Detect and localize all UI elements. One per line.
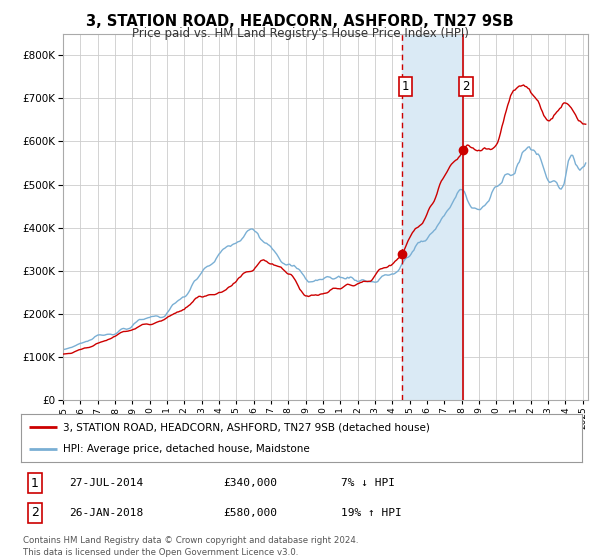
Text: 27-JUL-2014: 27-JUL-2014 <box>68 478 143 488</box>
Text: 3, STATION ROAD, HEADCORN, ASHFORD, TN27 9SB: 3, STATION ROAD, HEADCORN, ASHFORD, TN27… <box>86 14 514 29</box>
Text: 3, STATION ROAD, HEADCORN, ASHFORD, TN27 9SB (detached house): 3, STATION ROAD, HEADCORN, ASHFORD, TN27… <box>63 422 430 432</box>
Text: 2: 2 <box>31 506 39 519</box>
Text: Price paid vs. HM Land Registry's House Price Index (HPI): Price paid vs. HM Land Registry's House … <box>131 27 469 40</box>
Text: 19% ↑ HPI: 19% ↑ HPI <box>341 508 401 518</box>
Bar <box>402 34 463 400</box>
Text: £580,000: £580,000 <box>223 508 277 518</box>
Text: Contains HM Land Registry data © Crown copyright and database right 2024.
This d: Contains HM Land Registry data © Crown c… <box>23 536 358 557</box>
Text: HPI: Average price, detached house, Maidstone: HPI: Average price, detached house, Maid… <box>63 444 310 454</box>
Text: 1: 1 <box>31 477 39 490</box>
Text: 1: 1 <box>402 80 409 94</box>
Text: 7% ↓ HPI: 7% ↓ HPI <box>341 478 395 488</box>
Text: 2: 2 <box>463 80 470 94</box>
Text: £340,000: £340,000 <box>223 478 277 488</box>
Text: 26-JAN-2018: 26-JAN-2018 <box>68 508 143 518</box>
